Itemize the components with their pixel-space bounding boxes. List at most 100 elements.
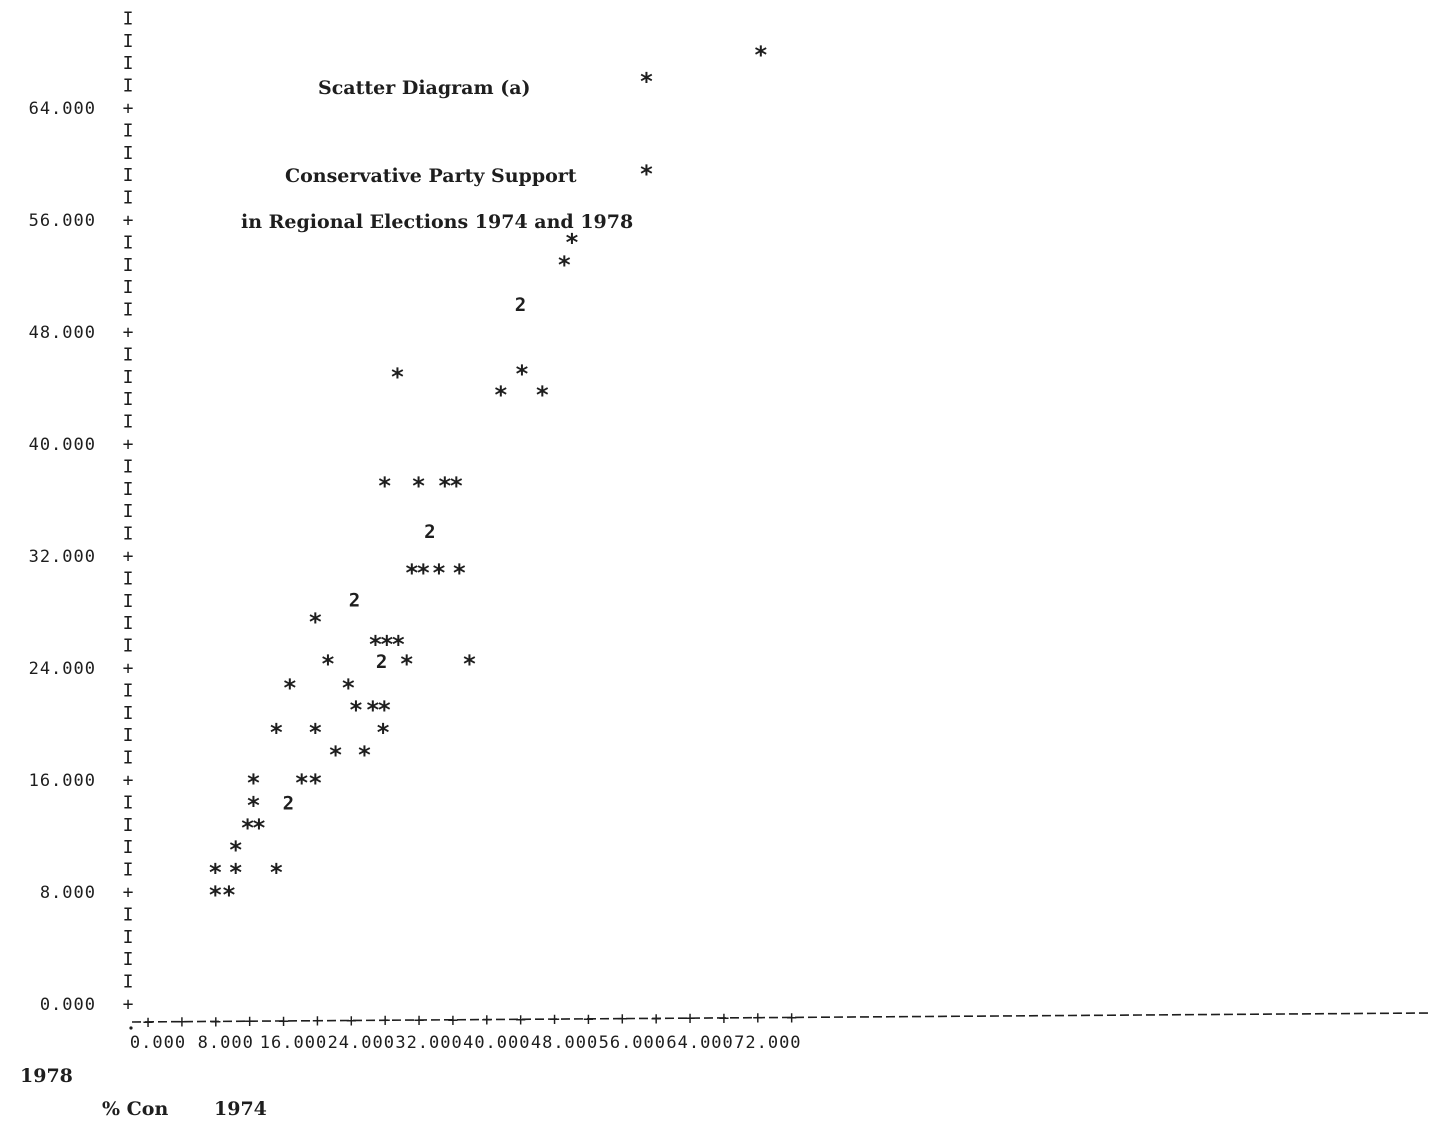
y-axis-major-mark: +: [123, 546, 134, 567]
scatter-point: *: [452, 559, 465, 587]
y-axis-minor-mark: I: [123, 792, 134, 813]
y-axis-minor-mark: I: [123, 120, 134, 141]
y-axis-minor-mark: I: [123, 188, 134, 209]
scatter-point: *: [557, 251, 570, 279]
y-axis-major-mark: +: [123, 98, 134, 119]
y-axis-minor-mark: I: [123, 479, 134, 500]
scatter-point: *: [639, 160, 652, 188]
scatter-point: *: [376, 719, 389, 747]
x-tick-label: 8.000: [198, 1033, 254, 1053]
x-axis-mark: +: [549, 1009, 560, 1030]
scatter-point: **: [240, 814, 264, 842]
y-axis-minor-mark: I: [123, 143, 134, 164]
y-axis-minor-mark: I: [123, 344, 134, 365]
y-tick-label: 24.000: [29, 659, 96, 679]
scatter-point: *: [515, 360, 528, 388]
y-axis-minor-mark: I: [123, 927, 134, 948]
x-axis-line: [131, 1012, 1430, 1023]
y-axis-major-mark: +: [123, 658, 134, 679]
y-axis-minor-mark: I: [123, 300, 134, 321]
y-axis-major-mark: +: [123, 434, 134, 455]
axis-origin-dot: [129, 1026, 133, 1030]
scatter-point: *: [349, 696, 362, 724]
x-axis-mark: +: [481, 1010, 492, 1031]
y-axis-minor-mark: I: [123, 501, 134, 522]
scatter-point-count: 2: [283, 792, 294, 814]
y-tick-label: 40.000: [29, 435, 96, 455]
scatter-point: *: [222, 881, 235, 909]
x-tick-label: 0.000: [130, 1033, 186, 1053]
y-axis-minor-mark: I: [123, 367, 134, 388]
y-axis-minor-mark: I: [123, 613, 134, 634]
y-axis-minor-mark: I: [123, 725, 134, 746]
y-axis-major-mark: +: [123, 882, 134, 903]
y-tick-label: 8.000: [40, 883, 96, 903]
x-axis-mark: +: [380, 1010, 391, 1031]
y-axis-minor-mark: I: [123, 815, 134, 836]
scatter-point: *: [295, 769, 308, 797]
axis-labels: 1978 % Con 1974: [20, 1065, 267, 1120]
chart-title-group: Scatter Diagram (a) Conservative Party S…: [241, 77, 633, 233]
y-axis: +IIII+IIII+IIII+IIII+IIII+IIII+IIII+IIII…: [123, 8, 134, 1015]
chart-title: Scatter Diagram (a): [318, 77, 531, 99]
scatter-point: *: [639, 68, 652, 96]
scatter-point: *: [208, 881, 221, 909]
chart-subtitle-line-2: in Regional Elections 1974 and 1978: [241, 211, 633, 233]
y-axis-minor-mark: I: [123, 277, 134, 298]
y-axis-major-mark: +: [123, 770, 134, 791]
scatter-point: *: [462, 650, 475, 678]
x-tick-label: 32.000: [395, 1033, 462, 1053]
scatter-point: *: [494, 381, 507, 409]
y-axis-minor-mark: I: [123, 636, 134, 657]
x-axis-mark: +: [414, 1010, 425, 1031]
x-tick-label: 40.000: [463, 1033, 530, 1053]
y-axis-minor-mark: I: [123, 524, 134, 545]
x-axis-label-prefix: % Con: [102, 1098, 168, 1120]
x-axis-mark: +: [312, 1011, 323, 1032]
x-axis-mark: +: [278, 1011, 289, 1032]
y-axis-minor-mark: I: [123, 76, 134, 97]
x-tick-label: 16.000: [260, 1033, 327, 1053]
y-axis-minor-mark: I: [123, 949, 134, 970]
x-axis-mark: +: [346, 1010, 357, 1031]
scatter-point: **: [405, 559, 429, 587]
scatter-point: *: [308, 769, 321, 797]
x-axis-mark: +: [685, 1008, 696, 1029]
x-axis-mark: +: [515, 1009, 526, 1030]
x-tick-label: 72.000: [734, 1033, 801, 1053]
y-tick-label: 56.000: [29, 211, 96, 231]
y-axis-minor-mark: I: [123, 972, 134, 993]
y-axis-minor-mark: I: [123, 31, 134, 52]
scatter-point: *: [283, 674, 296, 702]
y-axis-minor-mark: I: [123, 703, 134, 724]
scatter-point-count: 2: [424, 521, 435, 543]
y-axis-minor-mark: I: [123, 412, 134, 433]
y-axis-minor-mark: I: [123, 837, 134, 858]
x-axis-mark: +: [651, 1008, 662, 1029]
scatter-point: **: [366, 696, 390, 724]
scatter-point: *: [321, 650, 334, 678]
x-axis-mark: +: [210, 1011, 221, 1032]
scatter-point: **: [438, 472, 462, 500]
scatter-point: *: [390, 363, 403, 391]
y-axis-minor-mark: I: [123, 680, 134, 701]
y-tick-label: 48.000: [29, 323, 96, 343]
x-axis-mark: +: [752, 1008, 763, 1029]
y-tick-label: 16.000: [29, 771, 96, 791]
y-axis-major-mark: +: [123, 210, 134, 231]
scatter-point: *: [754, 41, 767, 69]
x-tick-label: 64.000: [666, 1033, 733, 1053]
y-axis-minor-mark: I: [123, 591, 134, 612]
y-axis-minor-mark: I: [123, 456, 134, 477]
y-tick-labels: 0.000 8.000 16.000 24.000 32.000 40.000 48.000…: [29, 99, 96, 1015]
x-axis-mark: +: [143, 1012, 154, 1033]
scatter-point: *: [269, 859, 282, 887]
y-axis-minor-mark: I: [123, 8, 134, 29]
scatter-point: *: [357, 741, 370, 769]
x-tick-label: 24.000: [328, 1033, 395, 1053]
y-axis-minor-mark: I: [123, 165, 134, 186]
y-axis-minor-mark: I: [123, 568, 134, 589]
scatter-point-count: 2: [376, 651, 387, 673]
x-axis: + + + + + + + + + + + + + + + + + + + +: [129, 1007, 1430, 1033]
